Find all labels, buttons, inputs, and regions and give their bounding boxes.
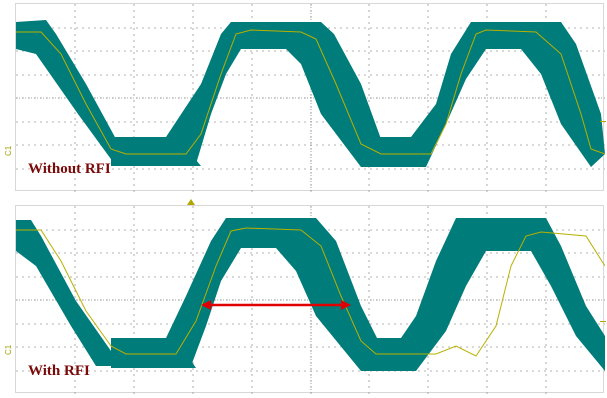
trigger-marker-icon [187,199,195,205]
eye-band [166,22,381,167]
arrow-head-left [201,300,211,310]
level-marker-icon [600,121,606,122]
scope-panel-with-rfi: With RFI [15,205,605,394]
channel-marker-icon: C1 [4,344,13,355]
channel-marker-icon: C1 [4,145,13,156]
trace-line [16,29,605,155]
eye-band [16,20,156,166]
panel-label-with-rfi: With RFI [28,363,90,379]
eye-band [361,218,605,371]
arrow-head-right [341,300,351,310]
waveform-display-top [16,4,605,192]
eye-band [361,22,605,167]
eye-band [166,218,381,371]
scope-panel-without-rfi: Without RFI [15,3,605,192]
panel-label-without-rfi: Without RFI [28,161,111,177]
trace-line [16,227,605,357]
waveform-display-bottom [16,206,605,394]
eye-band [16,220,126,366]
level-marker-icon [600,321,606,322]
